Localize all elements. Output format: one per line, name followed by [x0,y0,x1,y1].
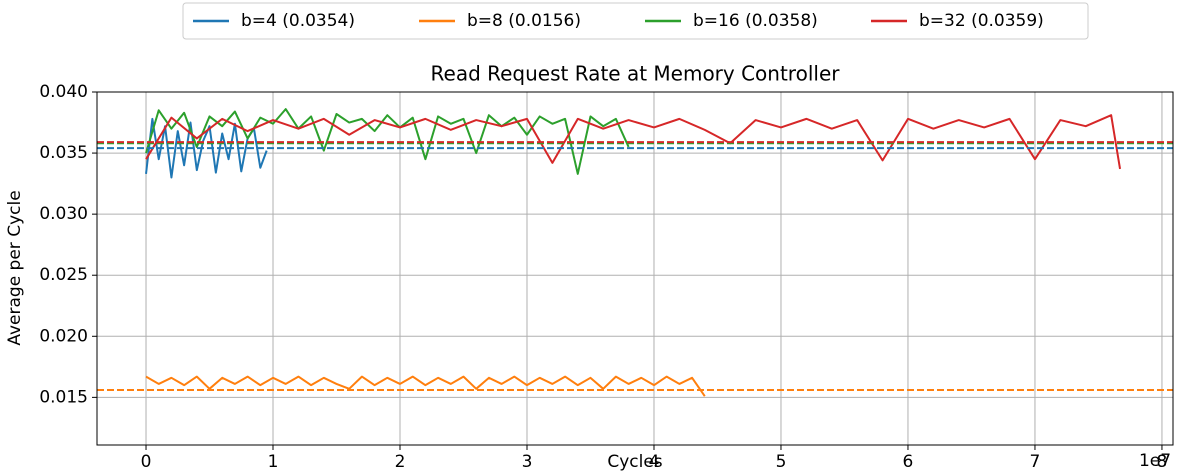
x-tick-label: 5 [776,452,787,472]
x-tick-label: 2 [395,452,406,472]
axes: 0.015 0.020 0.025 0.030 0.035 0.040 0 1 2 3 4 5 6 7 8 [39,82,1167,472]
legend-label: b=32 (0.0359) [919,11,1044,31]
y-tick-label: 0.030 [39,204,88,224]
legend-label: b=16 (0.0358) [693,11,818,31]
legend-label: b=8 (0.0156) [467,11,581,31]
x-tick-label: 1 [268,452,279,472]
x-tick-label: 8 [1157,452,1168,472]
series-line [145,375,706,397]
series-line [145,117,268,179]
series-line [145,114,1122,170]
legend-box [182,2,1089,40]
grid [97,91,1173,445]
y-tick-label: 0.040 [39,82,88,102]
x-tick-label: 6 [903,452,914,472]
x-tick-label: 3 [522,452,533,472]
x-tick-label: 7 [1030,452,1041,472]
legend: b=4 (0.0354) b=8 (0.0156) b=16 (0.0358) b=3… [193,11,1044,31]
legend-label: b=4 (0.0354) [241,11,355,31]
x-tick-label: 0 [141,452,152,472]
plot-area [97,108,1173,397]
y-axis-label: Average per Cycle [5,190,25,345]
y-tick-label: 0.015 [39,387,88,407]
y-tick-label: 0.035 [39,143,88,163]
y-tick-label: 0.025 [39,265,88,285]
y-tick-label: 0.020 [39,326,88,346]
x-tick-label: 4 [649,452,660,472]
x-offset-label: 1e7 [1139,451,1171,471]
x-axis-label: Cycles [607,452,662,472]
plot-frame [96,91,1174,446]
chart-title: Read Request Rate at Memory Controller [431,62,841,86]
